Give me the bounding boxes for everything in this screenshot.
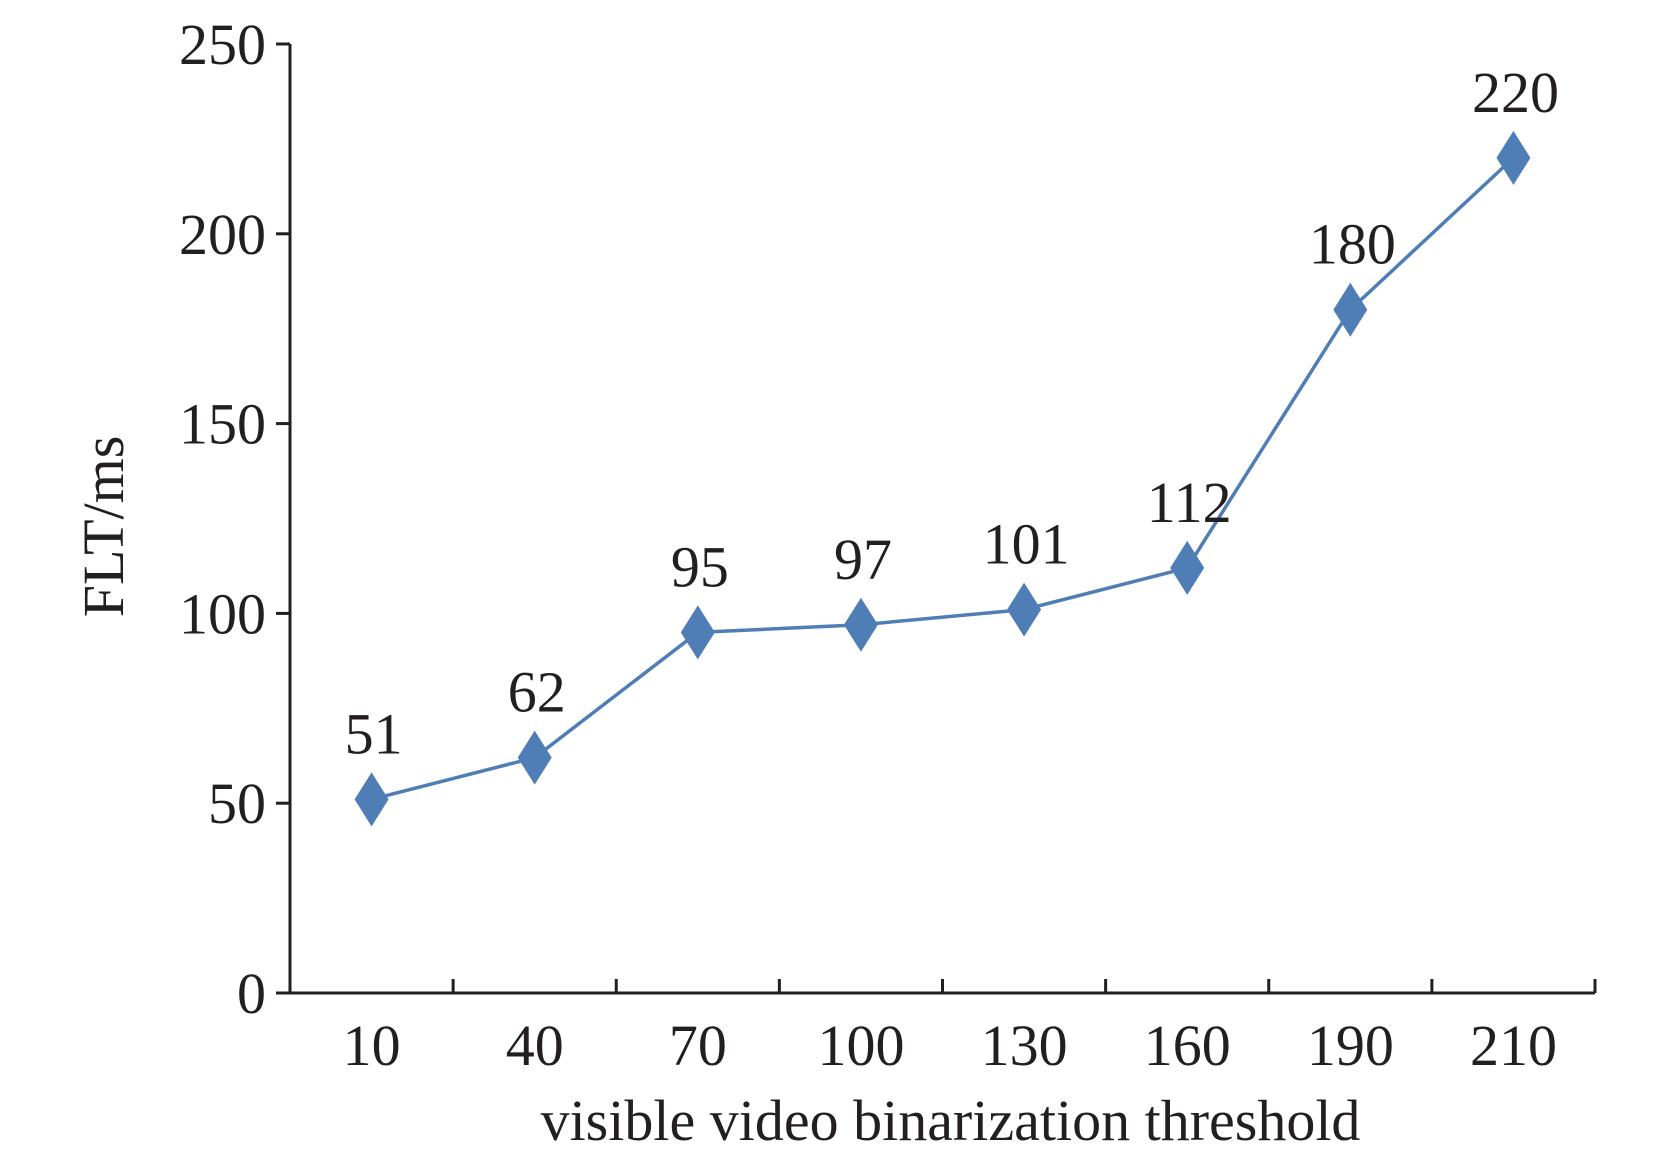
series	[354, 130, 1531, 827]
x-tick-label: 130	[981, 1013, 1068, 1078]
x-tick-label: 160	[1144, 1013, 1231, 1078]
data-label: 95	[671, 534, 729, 599]
data-point-marker	[1007, 582, 1042, 637]
data-point-marker	[517, 730, 552, 785]
data-label: 97	[834, 527, 892, 592]
x-tick-label: 210	[1470, 1013, 1557, 1078]
data-point-marker	[680, 605, 715, 660]
x-tick-label: 40	[506, 1013, 564, 1078]
data-point-marker	[1170, 540, 1205, 595]
y-tick-label: 200	[179, 202, 266, 267]
y-tick-label: 0	[237, 961, 266, 1026]
data-label: 180	[1309, 212, 1396, 277]
y-tick-label: 50	[208, 771, 266, 836]
y-axis: 0 50 100 150 200 250	[179, 12, 292, 1026]
x-tick-label: 100	[817, 1013, 904, 1078]
x-tick-label: 190	[1307, 1013, 1394, 1078]
series-line	[371, 156, 1515, 802]
y-tick-label: 100	[179, 581, 266, 646]
data-label: 51	[345, 701, 403, 766]
data-point-marker	[1496, 130, 1531, 185]
x-axis-title: visible video binarization threshold	[541, 1088, 1361, 1153]
x-tick-label: 70	[669, 1013, 727, 1078]
x-axis: 10 40 70 100 130 160 190 210	[288, 979, 1597, 1078]
data-labels: 51 62 95 97 101 112 180 220	[345, 60, 1559, 767]
data-label: 101	[983, 512, 1070, 577]
y-tick-label: 250	[179, 12, 266, 77]
data-point-marker	[354, 772, 389, 827]
data-label: 220	[1472, 60, 1559, 125]
data-label: 112	[1147, 470, 1232, 535]
y-axis-title: FLT/ms	[71, 436, 136, 618]
x-tick-label: 10	[343, 1013, 401, 1078]
y-tick-label: 150	[179, 392, 266, 457]
data-point-marker	[1333, 282, 1368, 337]
data-point-marker	[843, 597, 878, 652]
data-label: 62	[508, 660, 566, 725]
